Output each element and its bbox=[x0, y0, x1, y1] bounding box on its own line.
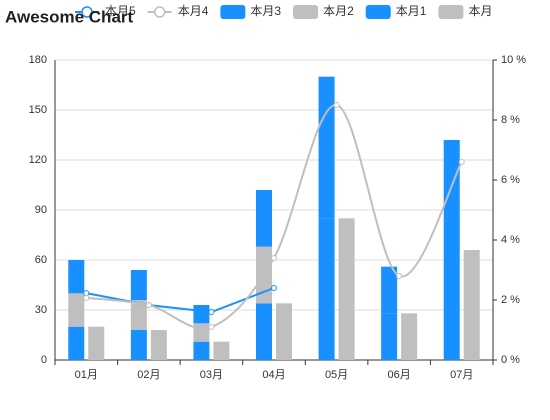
bar bbox=[130, 330, 147, 360]
bar bbox=[68, 260, 85, 294]
y-tick-label: 90 bbox=[35, 204, 47, 216]
y-tick-label: 0 bbox=[41, 354, 47, 366]
legend-label: 本月 bbox=[468, 4, 492, 18]
line-point bbox=[83, 290, 90, 297]
y2-tick-label: 2 % bbox=[501, 294, 520, 306]
chart-title: Awesome Chart bbox=[5, 7, 134, 26]
bar bbox=[381, 313, 398, 360]
y2-tick-label: 4 % bbox=[501, 234, 520, 246]
bar bbox=[68, 293, 85, 327]
y2-tick-label: 6 % bbox=[501, 174, 520, 186]
legend-label: 本月4 bbox=[178, 4, 209, 18]
line-point bbox=[83, 294, 90, 301]
bar bbox=[318, 218, 335, 360]
legend-item: 本月5 bbox=[75, 4, 136, 18]
bar bbox=[463, 250, 480, 360]
line bbox=[86, 287, 275, 314]
y-tick-label: 120 bbox=[29, 154, 47, 166]
legend-symbol bbox=[81, 6, 93, 18]
bar bbox=[68, 326, 85, 360]
bar bbox=[193, 341, 210, 360]
bar bbox=[443, 250, 460, 360]
bar bbox=[130, 270, 147, 300]
bar bbox=[443, 140, 460, 250]
legend-symbol bbox=[365, 5, 391, 19]
bar bbox=[256, 303, 272, 360]
x-tick-label: 01月 bbox=[75, 369, 98, 381]
line-point bbox=[208, 309, 215, 315]
y-tick-label: 150 bbox=[29, 104, 47, 116]
bar bbox=[150, 330, 167, 360]
legend-item: 本月1 bbox=[365, 4, 427, 19]
legend-item: 本月3 bbox=[220, 4, 281, 19]
x-tick-label: 03月 bbox=[200, 369, 223, 381]
line-point bbox=[458, 159, 465, 165]
legend-item: 本月4 bbox=[147, 4, 209, 18]
bar bbox=[338, 218, 355, 360]
y2-tick-label: 10 % bbox=[501, 54, 526, 66]
y2-tick-label: 0 % bbox=[501, 354, 520, 366]
y-tick-label: 30 bbox=[35, 304, 47, 316]
legend-label: 本月3 bbox=[250, 4, 281, 18]
bar bbox=[276, 303, 292, 360]
bar bbox=[88, 326, 105, 360]
y-tick-label: 180 bbox=[29, 54, 47, 66]
legend-label: 本月1 bbox=[396, 4, 427, 18]
line-point bbox=[396, 273, 403, 279]
bar bbox=[401, 313, 418, 360]
legend-symbol bbox=[438, 5, 464, 19]
x-tick-label: 02月 bbox=[137, 369, 160, 381]
legend-item: 本月2 bbox=[293, 4, 354, 19]
x-tick-label: 04月 bbox=[262, 369, 285, 381]
line-point bbox=[145, 302, 152, 309]
bar bbox=[256, 190, 272, 247]
line-point bbox=[333, 102, 340, 108]
bar bbox=[130, 300, 147, 330]
legend-symbol bbox=[293, 5, 319, 19]
bar bbox=[193, 305, 210, 324]
bar bbox=[318, 76, 335, 219]
bar bbox=[193, 323, 210, 342]
x-tick-label: 06月 bbox=[388, 369, 411, 381]
line-point bbox=[271, 285, 277, 291]
x-tick-label: 05月 bbox=[325, 369, 348, 381]
line-point bbox=[208, 324, 215, 330]
legend-item: 本月 bbox=[438, 4, 492, 19]
y2-tick-label: 8 % bbox=[501, 114, 520, 126]
y-tick-label: 60 bbox=[35, 254, 47, 266]
x-tick-label: 07月 bbox=[450, 369, 473, 381]
legend-label: 本月2 bbox=[323, 4, 354, 18]
legend-label: 本月5 bbox=[105, 4, 136, 18]
legend-symbol bbox=[220, 5, 246, 19]
line-point bbox=[271, 255, 277, 261]
bar bbox=[213, 341, 230, 360]
bar bbox=[381, 266, 398, 314]
legend-symbol bbox=[153, 6, 166, 18]
